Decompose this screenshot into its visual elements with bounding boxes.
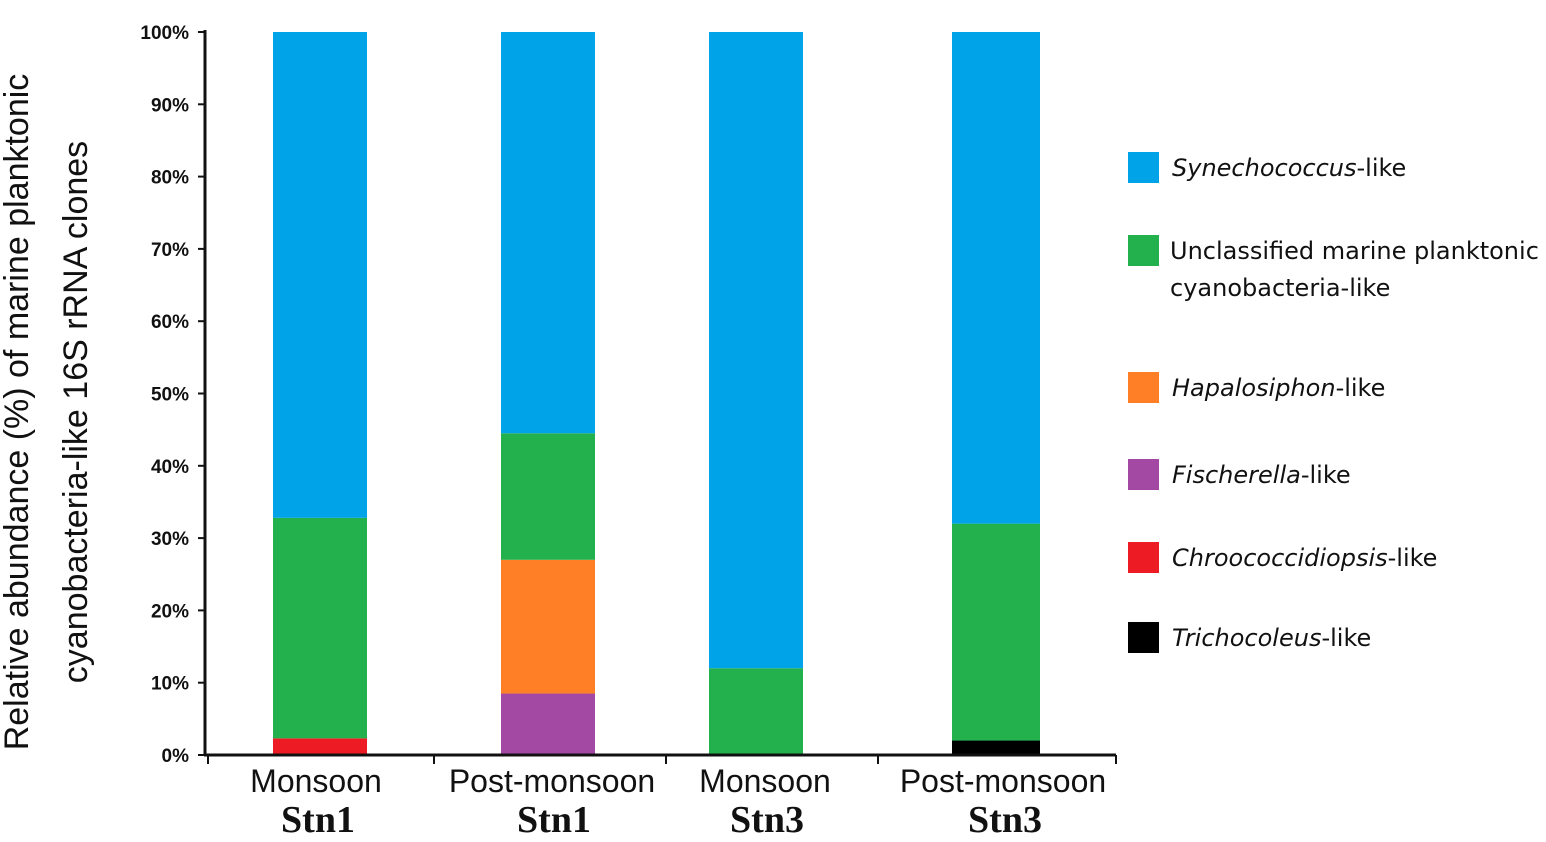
y-axis-label-line-1: Relative abundance (%) of marine plankto… [0,74,36,751]
legend-label: Synechococcus-like [1172,154,1406,182]
bar-segment-unclassified-1 [273,517,367,739]
bar-segment-hapalosiphon-2 [501,559,595,694]
legend-swatch [1128,459,1159,490]
bar-segment-trichocoleus-4 [952,740,1040,755]
legend: Synechococcus-like Unclassified marine pl… [1128,152,1539,653]
x-label-station: Stn3 [730,799,804,841]
x-axis-labels: MonsoonStn1Post-monsoonStn1MonsoonStn3Po… [250,763,1106,841]
bar-segment-synechococcus-4 [952,32,1040,524]
legend-label: cyanobacteria-like [1170,274,1390,302]
y-tick-label: 70% [151,240,189,261]
x-label-season: Monsoon [699,763,831,799]
bar-segment-unclassified-4 [952,523,1040,741]
x-label-season: Post-monsoon [900,763,1106,799]
legend-swatch [1128,542,1159,573]
legend-label: Hapalosiphon-like [1172,374,1385,402]
x-label-season: Monsoon [250,763,382,799]
legend-label: Unclassified marine planktonic [1170,237,1539,265]
bars [273,32,1040,755]
y-tick-label: 10% [151,674,189,695]
y-tick-label: 60% [151,312,189,333]
bar-segment-unclassified-2 [501,433,595,560]
legend-label: Fischerella-like [1172,461,1351,489]
bar-segment-chroococcidiopsis-1 [273,738,367,755]
bar-segment-fischerella-2 [501,693,595,755]
bar-segment-synechococcus-2 [501,32,595,434]
y-tick-label: 50% [151,385,189,406]
x-label-station: Stn1 [517,799,591,841]
x-label-station: Stn3 [968,799,1042,841]
bar-segment-synechococcus-3 [709,32,803,669]
legend-swatch [1128,152,1159,183]
legend-swatch [1128,235,1159,266]
bar-segment-synechococcus-1 [273,32,367,518]
legend-swatch [1128,372,1159,403]
legend-label: Trichocoleus-like [1172,624,1371,652]
x-label-station: Stn1 [281,799,355,841]
x-label-season: Post-monsoon [449,763,655,799]
legend-swatch [1128,622,1159,653]
y-ticks: 0% 10% 20% 30% 40% 50% 60% 70% 80% 90% 100% [140,23,205,767]
legend-label: Chroococcidiopsis-like [1172,544,1437,572]
bar-segment-unclassified-3 [709,668,803,755]
y-tick-label: 100% [140,23,189,44]
y-tick-label: 20% [151,601,189,622]
y-tick-label: 30% [151,529,189,550]
y-axis-label: Relative abundance (%) of marine plankto… [0,74,95,751]
y-axis-label-line-2: cyanobacteria-like 16S rRNA clones [57,141,95,683]
y-tick-label: 80% [151,168,189,189]
y-tick-label: 40% [151,457,189,478]
y-tick-label: 0% [162,746,190,767]
y-tick-label: 90% [151,95,189,116]
